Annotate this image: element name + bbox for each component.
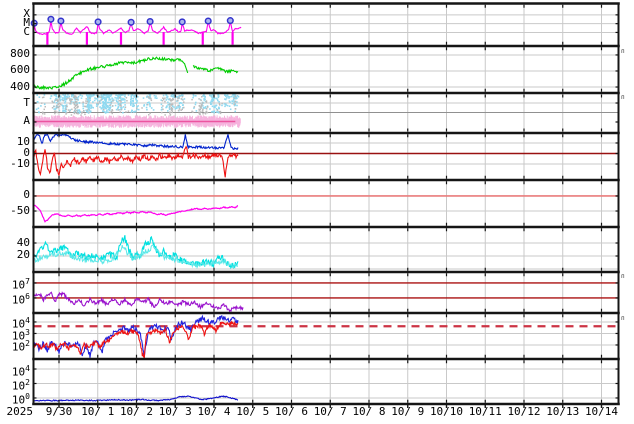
flare-marker	[127, 18, 135, 26]
panel-plasma-temp-alpha	[32, 94, 619, 132]
flare-marker	[204, 17, 212, 25]
right-axis-marker: п	[621, 273, 625, 280]
y-tick-label-proton-flux: 103	[11, 327, 30, 343]
flare-marker	[146, 17, 154, 26]
panel-proton-density	[32, 228, 619, 271]
right-axis-marker: п	[621, 315, 625, 322]
x-tick-label: 10/14	[584, 405, 619, 418]
flare-marker	[226, 17, 234, 25]
flare-marker	[94, 18, 102, 26]
y-tick-label-proton-flux: 104	[11, 316, 30, 332]
series-dst	[33, 204, 239, 223]
x-tick-label: 10/ 9	[391, 405, 425, 418]
y-tick-label-solar-wind-speed: 800	[10, 47, 30, 61]
panel-proton-flux	[32, 314, 619, 360]
y-tick-label-proton-density: 40	[16, 235, 30, 249]
y-tick-label-magnetic-field-bz-bt: 10	[16, 135, 30, 149]
x-tick-label: 10/ 3	[158, 405, 192, 418]
panel-low-energy-flux	[33, 360, 619, 403]
panel-magnetic-field-bz-bt	[32, 133, 619, 179]
series-bt-total-field	[33, 133, 239, 151]
x-tick-label: 10/12	[507, 405, 541, 418]
x-tick-label: 10/ 1	[81, 405, 115, 418]
y-tick-label-proton-density: 20	[16, 248, 30, 262]
y-tick-label-solar-wind-speed: 600	[10, 63, 30, 77]
x-tick-label: 9/30	[45, 405, 73, 418]
right-axis-marker: п	[621, 94, 625, 101]
panel-electron-flux	[32, 273, 619, 313]
x-tick-label: 10/ 7	[313, 405, 347, 418]
x-axis-year-label: 2025	[6, 405, 34, 418]
panel-borders	[32, 2, 620, 408]
y-tick-label-proton-flux: 102	[11, 339, 30, 355]
flare-marker	[178, 18, 186, 26]
y-tick-label-dst-index: 0	[23, 188, 30, 202]
y-tick-label-plasma-temp-alpha: T	[23, 95, 30, 109]
x-tick-label: 10/ 2	[119, 405, 154, 418]
x-tick-label: 10/ 4	[197, 405, 231, 418]
series-electron-flux-log	[32, 291, 244, 313]
x-tick-label: 10/10	[429, 405, 464, 418]
x-tick-label: 10/11	[468, 405, 502, 418]
x-tick-label: 10/ 8	[352, 405, 386, 418]
series-density-2	[32, 244, 238, 270]
x-tick-label: 10/ 5	[236, 405, 270, 418]
y-tick-label-xray-flares: X	[23, 7, 30, 21]
series-low-flux-blue	[33, 395, 238, 402]
series-proton-flux-red	[32, 320, 239, 360]
series-wind-speed	[32, 56, 239, 91]
y-tick-label-low-energy-flux: 104	[11, 363, 30, 379]
y-tick-label-solar-wind-speed: 400	[10, 79, 30, 93]
y-tick-label-plasma-temp-alpha: A	[23, 114, 30, 128]
y-tick-label-magnetic-field-bz-bt: 0	[23, 146, 30, 159]
panel-dst-index	[33, 181, 619, 226]
right-axis-marker: п	[621, 48, 625, 55]
series-bz-component	[32, 145, 239, 178]
panel-xray-flares	[30, 4, 619, 45]
flare-marker	[57, 17, 65, 25]
y-tick-label-low-energy-flux: 102	[11, 377, 30, 393]
y-tick-label-xray-flares: C	[23, 24, 30, 38]
y-tick-label-dst-index: -50	[10, 203, 30, 217]
y-tick-label-low-energy-flux: 100	[11, 392, 30, 408]
x-tick-label: 10/ 6	[274, 405, 309, 418]
y-tick-label-xray-flares: M	[23, 16, 30, 30]
y-tick-label-magnetic-field-bz-bt: -10	[10, 156, 30, 170]
flare-marker	[47, 15, 55, 23]
y-tick-label-electron-flux: 107	[11, 277, 30, 293]
x-tick-label: 10/13	[546, 405, 580, 418]
panel-solar-wind-speed	[32, 47, 619, 92]
y-tick-label-electron-flux: 106	[11, 292, 30, 308]
series-goes-xray-flux	[32, 20, 242, 36]
